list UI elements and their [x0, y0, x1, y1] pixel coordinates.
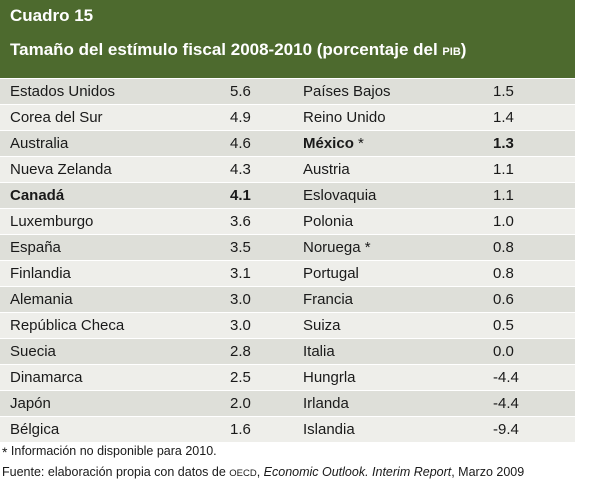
right-country: Islandia: [303, 417, 493, 443]
left-value: 4.6: [230, 135, 251, 152]
left-country: Australia: [10, 135, 69, 152]
left-value: 3.5: [230, 239, 251, 256]
left-value: 4.1: [230, 187, 251, 204]
right-country: Polonia: [303, 209, 493, 235]
left-country: Corea del Sur: [10, 109, 103, 126]
table-row: Nueva Zelanda 4.3 Austria 1.1: [0, 156, 575, 183]
right-country-name: México: [303, 135, 354, 152]
right-value: 1.0: [493, 213, 514, 230]
right-country: Países Bajos: [303, 79, 493, 105]
right-country-name: Austria: [303, 161, 350, 178]
right-country-name: Países Bajos: [303, 83, 391, 100]
left-country: Suecia: [10, 343, 56, 360]
right-country-name: Noruega *: [303, 239, 371, 256]
right-country-name: Irlanda: [303, 395, 349, 412]
right-value: 0.5: [493, 317, 514, 334]
stimulus-table: Estados Unidos 5.6 Países Bajos 1.5 Corea de…: [0, 79, 575, 443]
left-value: 5.6: [230, 83, 251, 100]
right-country-mark: *: [353, 135, 364, 152]
right-value: 1.3: [493, 135, 514, 152]
right-country-name: Francia: [303, 291, 354, 308]
left-country: Finlandia: [10, 265, 71, 282]
table-header: Cuadro 15 Tamaño del estímulo fiscal 200…: [0, 0, 575, 78]
right-country: Portugal: [303, 261, 493, 287]
right-country: Hungrla: [303, 365, 493, 391]
right-value: 1.4: [493, 109, 514, 126]
left-value: 3.6: [230, 213, 251, 230]
left-country: Japón: [10, 395, 51, 412]
right-country: Noruega *: [303, 235, 493, 261]
right-country: México *: [303, 131, 493, 157]
right-value: 0.8: [493, 239, 514, 256]
left-value: 2.8: [230, 343, 251, 360]
left-value: 3.1: [230, 265, 251, 282]
table-row: Finlandia 3.1 Portugal 0.8: [0, 260, 575, 287]
left-country: Estados Unidos: [10, 83, 116, 100]
pib-abbrev: PIB: [442, 46, 461, 58]
right-country-name: Hungrla: [303, 369, 356, 386]
footnote-asterisk: *: [2, 444, 8, 460]
right-country-name: Reino Unido: [303, 109, 386, 126]
right-value: -4.4: [493, 369, 519, 386]
table-row: Suecia 2.8 Italia 0.0: [0, 338, 575, 365]
right-value: -9.4: [493, 421, 519, 438]
source-org: OECD: [229, 468, 257, 479]
table-row: Luxemburgo 3.6 Polonia 1.0: [0, 208, 575, 235]
left-value: 4.3: [230, 161, 251, 178]
source-line: Fuente: elaboración propia con datos de …: [2, 465, 525, 479]
table-row: Dinamarca 2.5 Hungrla -4.4: [0, 364, 575, 391]
table-title: Tamaño del estímulo fiscal 2008-2010 (po…: [10, 40, 467, 59]
right-value: 1.5: [493, 83, 514, 100]
right-country-name: Eslovaquia: [303, 187, 377, 204]
right-value: -4.4: [493, 395, 519, 412]
right-country-name: Portugal: [303, 265, 359, 282]
right-country: Austria: [303, 157, 493, 183]
table-row: Bélgica 1.6 Islandia -9.4: [0, 416, 575, 443]
left-value: 3.0: [230, 291, 251, 308]
table-row: Japón 2.0 Irlanda -4.4: [0, 390, 575, 417]
right-country: Eslovaquia: [303, 183, 493, 209]
footnote-text: Información no disponible para 2010.: [7, 444, 217, 458]
left-country: Dinamarca: [10, 369, 83, 386]
left-country: República Checa: [10, 317, 125, 334]
table-row: Estados Unidos 5.6 Países Bajos 1.5: [0, 79, 575, 105]
right-value: 0.0: [493, 343, 514, 360]
right-country-name: Islandia: [303, 421, 355, 438]
left-country: Bélgica: [10, 421, 60, 438]
table-row: España 3.5 Noruega * 0.8: [0, 234, 575, 261]
left-country: España: [10, 239, 61, 256]
table-row: Alemania 3.0 Francia 0.6: [0, 286, 575, 313]
right-country-name: Polonia: [303, 213, 354, 230]
left-value: 3.0: [230, 317, 251, 334]
left-value: 2.0: [230, 395, 251, 412]
left-value: 2.5: [230, 369, 251, 386]
right-country: Irlanda: [303, 391, 493, 417]
left-country: Nueva Zelanda: [10, 161, 112, 178]
footnote: * Información no disponible para 2010.: [2, 444, 217, 460]
source-publication: Economic Outlook. Interim Report: [263, 465, 452, 479]
right-country: Francia: [303, 287, 493, 313]
right-country: Italia: [303, 339, 493, 365]
right-value: 0.6: [493, 291, 514, 308]
table-row: Corea del Sur 4.9 Reino Unido 1.4: [0, 104, 575, 131]
right-country: Suiza: [303, 313, 493, 339]
left-value: 1.6: [230, 421, 251, 438]
left-country: Canadá: [10, 187, 65, 204]
left-value: 4.9: [230, 109, 251, 126]
left-country: Luxemburgo: [10, 213, 94, 230]
right-value: 1.1: [493, 187, 514, 204]
right-country-name: Suiza: [303, 317, 341, 334]
right-country-name: Italia: [303, 343, 335, 360]
table-row: Canadá 4.1 Eslovaquia 1.1: [0, 182, 575, 209]
left-country: Alemania: [10, 291, 73, 308]
table-row: República Checa 3.0 Suiza 0.5: [0, 312, 575, 339]
table-row: Australia 4.6 México * 1.3: [0, 130, 575, 157]
right-value: 0.8: [493, 265, 514, 282]
right-country: Reino Unido: [303, 105, 493, 131]
right-value: 1.1: [493, 161, 514, 178]
table-body: Estados Unidos 5.6 Países Bajos 1.5 Corea de…: [0, 79, 575, 443]
table-number: Cuadro 15: [10, 6, 94, 25]
